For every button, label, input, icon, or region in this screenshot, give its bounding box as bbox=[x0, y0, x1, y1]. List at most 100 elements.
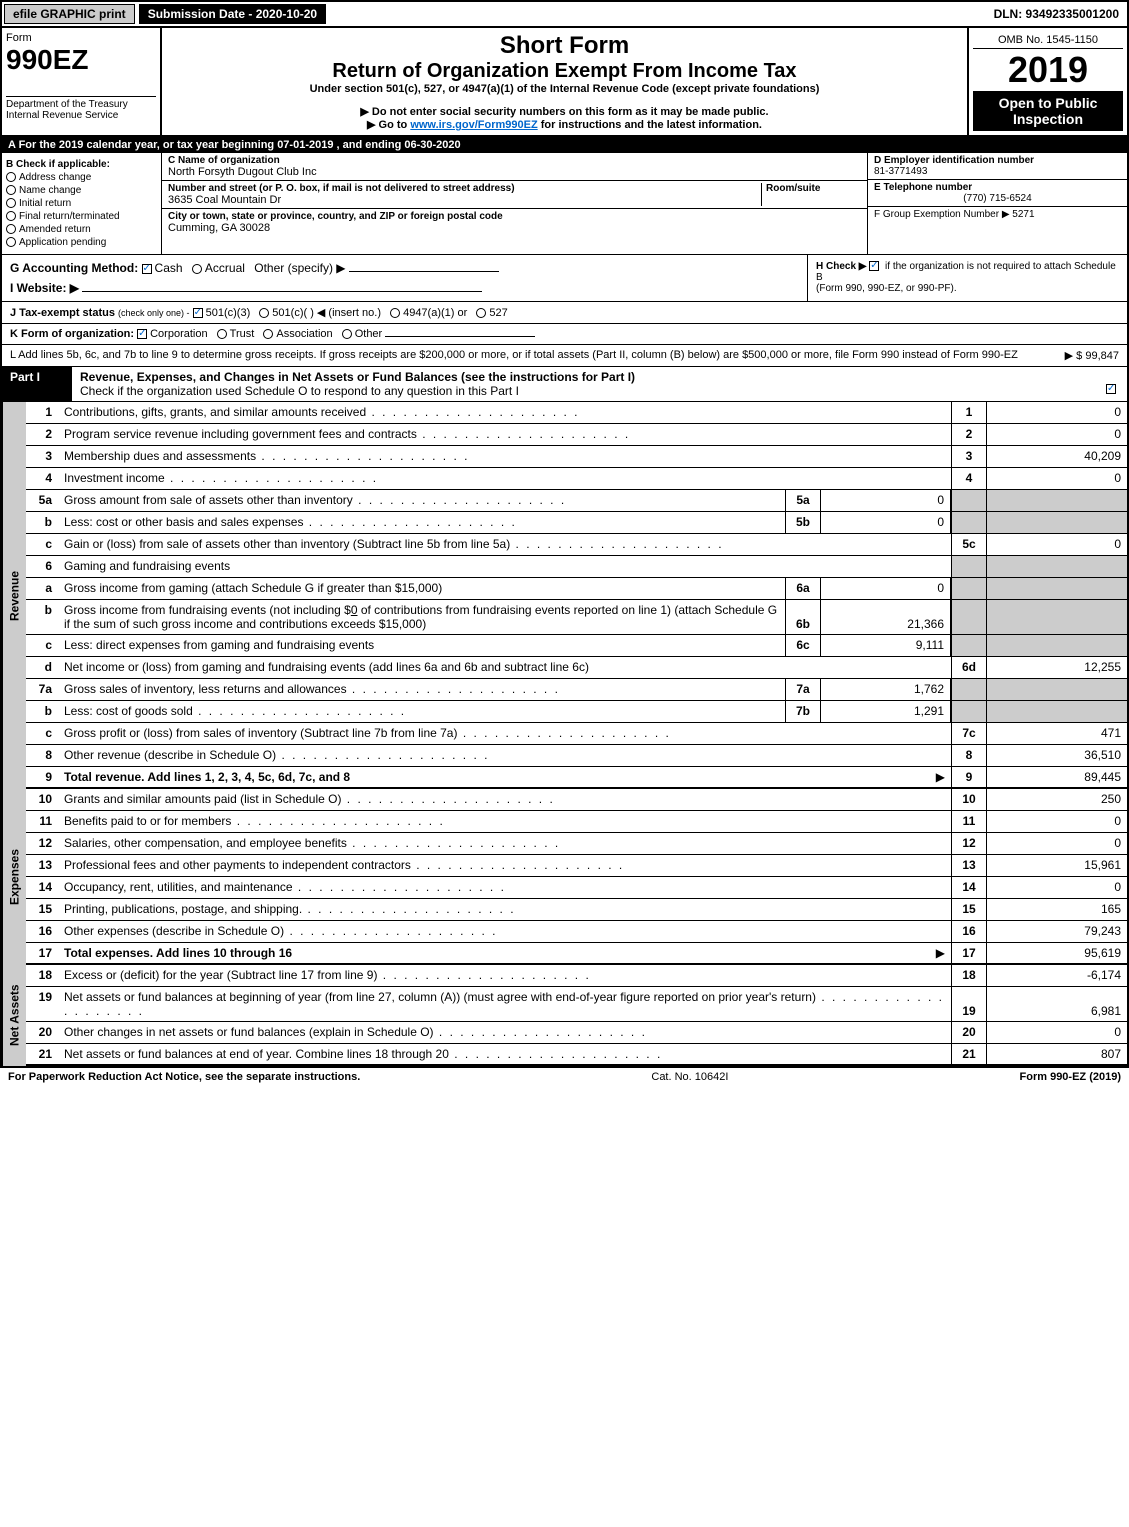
l4-desc: Investment income bbox=[58, 468, 951, 489]
submission-date-button[interactable]: Submission Date - 2020-10-20 bbox=[139, 4, 326, 24]
l6d-desc: Net income or (loss) from gaming and fun… bbox=[58, 657, 951, 678]
netassets-section: Net Assets 18Excess or (deficit) for the… bbox=[2, 965, 1127, 1066]
j-527-checkbox[interactable] bbox=[476, 308, 486, 318]
j-501c3-checkbox[interactable] bbox=[193, 308, 203, 318]
l12-desc: Salaries, other compensation, and employ… bbox=[58, 833, 951, 854]
c-label: C Name of organization bbox=[168, 155, 861, 166]
addr-change-checkbox[interactable] bbox=[6, 172, 16, 182]
cash-checkbox[interactable] bbox=[142, 264, 152, 274]
website-input[interactable] bbox=[82, 291, 482, 292]
k-other-checkbox[interactable] bbox=[342, 329, 352, 339]
k-corp-checkbox[interactable] bbox=[137, 329, 147, 339]
f-label: F Group Exemption Number ▶ 5271 bbox=[874, 209, 1121, 220]
l10-desc: Grants and similar amounts paid (list in… bbox=[58, 789, 951, 810]
header-left: Form 990EZ Department of the Treasury In… bbox=[2, 28, 162, 135]
accrual-checkbox[interactable] bbox=[192, 264, 202, 274]
l9-desc: Total revenue. Add lines 1, 2, 3, 4, 5c,… bbox=[58, 767, 951, 787]
l5a-num: 5a bbox=[26, 490, 58, 511]
l6b-subval: 21,366 bbox=[821, 600, 951, 634]
l5a-desc: Gross amount from sale of assets other t… bbox=[58, 490, 785, 511]
street-cell: Number and street (or P. O. box, if mail… bbox=[162, 181, 867, 209]
omb-number: OMB No. 1545-1150 bbox=[973, 32, 1123, 49]
k-other: Other bbox=[355, 328, 383, 340]
l6c-rval bbox=[987, 635, 1127, 656]
k-trust-checkbox[interactable] bbox=[217, 329, 227, 339]
l5b-num: b bbox=[26, 512, 58, 533]
l6b-rval bbox=[987, 600, 1127, 634]
footer-right: Form 990-EZ (2019) bbox=[1020, 1071, 1121, 1083]
l6b-amt: 0 bbox=[351, 603, 358, 617]
h-checkbox[interactable] bbox=[869, 261, 879, 271]
l16-val: 79,243 bbox=[987, 921, 1127, 942]
l5b-rnum bbox=[951, 512, 987, 533]
j-501c-checkbox[interactable] bbox=[259, 308, 269, 318]
other-method-input[interactable] bbox=[349, 271, 499, 272]
l21-val: 807 bbox=[987, 1044, 1127, 1064]
l5b-rval bbox=[987, 512, 1127, 533]
short-form-title: Short Form bbox=[166, 32, 963, 60]
l9-rnum: 9 bbox=[951, 767, 987, 787]
i-label: I Website: ▶ bbox=[10, 281, 79, 295]
j-row: J Tax-exempt status (check only one) - 5… bbox=[2, 302, 1127, 324]
l15-desc: Printing, publications, postage, and shi… bbox=[58, 899, 951, 920]
part1-schedule-o-checkbox[interactable] bbox=[1106, 384, 1116, 394]
l5a-sub: 5a bbox=[785, 490, 821, 511]
l5c-num: c bbox=[26, 534, 58, 555]
dept-label: Department of the Treasury bbox=[6, 96, 156, 110]
name-change-checkbox[interactable] bbox=[6, 185, 16, 195]
accrual-label: Accrual bbox=[205, 261, 245, 275]
l7a-rval bbox=[987, 679, 1127, 700]
l6a-subval: 0 bbox=[821, 578, 951, 599]
l6b-desc: Gross income from fundraising events (no… bbox=[58, 600, 785, 634]
l7c-val: 471 bbox=[987, 723, 1127, 744]
j-label: J Tax-exempt status bbox=[10, 307, 115, 319]
l7b-subval: 1,291 bbox=[821, 701, 951, 722]
l1-desc: Contributions, gifts, grants, and simila… bbox=[58, 402, 951, 423]
app-pending-checkbox[interactable] bbox=[6, 237, 16, 247]
ssn-warning: ▶ Do not enter social security numbers o… bbox=[166, 105, 963, 118]
l14-val: 0 bbox=[987, 877, 1127, 898]
g-section: G Accounting Method: Cash Accrual Other … bbox=[2, 255, 807, 301]
city-value: Cumming, GA 30028 bbox=[168, 222, 861, 234]
l1-val: 0 bbox=[987, 402, 1127, 423]
l6c-sub: 6c bbox=[785, 635, 821, 656]
l7b-sub: 7b bbox=[785, 701, 821, 722]
l16-num: 16 bbox=[26, 921, 58, 942]
l6d-num: d bbox=[26, 657, 58, 678]
j-4947-checkbox[interactable] bbox=[390, 308, 400, 318]
form-number: 990EZ bbox=[6, 44, 156, 76]
j-opt4: 527 bbox=[489, 307, 507, 319]
l3-desc: Membership dues and assessments bbox=[58, 446, 951, 467]
irs-link[interactable]: www.irs.gov/Form990EZ bbox=[410, 119, 537, 131]
l13-rnum: 13 bbox=[951, 855, 987, 876]
l6b-num: b bbox=[26, 600, 58, 634]
amended-return-checkbox[interactable] bbox=[6, 224, 16, 234]
l17-val: 95,619 bbox=[987, 943, 1127, 963]
k-other-input[interactable] bbox=[385, 336, 535, 337]
l19-rnum: 19 bbox=[951, 987, 987, 1021]
l7c-num: c bbox=[26, 723, 58, 744]
goto-prefix: ▶ Go to bbox=[367, 119, 410, 131]
l12-val: 0 bbox=[987, 833, 1127, 854]
initial-return-checkbox[interactable] bbox=[6, 198, 16, 208]
l14-rnum: 14 bbox=[951, 877, 987, 898]
check-applicable-column: B Check if applicable: Address change Na… bbox=[2, 153, 162, 254]
l2-rnum: 2 bbox=[951, 424, 987, 445]
efile-print-button[interactable]: efile GRAPHIC print bbox=[4, 4, 135, 24]
k-assoc-checkbox[interactable] bbox=[263, 329, 273, 339]
org-name: North Forsyth Dugout Club Inc bbox=[168, 166, 861, 178]
l6b-rnum bbox=[951, 600, 987, 634]
l20-val: 0 bbox=[987, 1022, 1127, 1043]
l4-num: 4 bbox=[26, 468, 58, 489]
l6c-desc: Less: direct expenses from gaming and fu… bbox=[58, 635, 785, 656]
l7a-sub: 7a bbox=[785, 679, 821, 700]
l20-rnum: 20 bbox=[951, 1022, 987, 1043]
l18-desc: Excess or (deficit) for the year (Subtra… bbox=[58, 965, 951, 986]
l2-num: 2 bbox=[26, 424, 58, 445]
j-opt2: 501(c)( ) ◀ (insert no.) bbox=[272, 307, 381, 319]
l6-rval bbox=[987, 556, 1127, 577]
l11-rnum: 11 bbox=[951, 811, 987, 832]
l6d-val: 12,255 bbox=[987, 657, 1127, 678]
final-return-checkbox[interactable] bbox=[6, 211, 16, 221]
l11-desc: Benefits paid to or for members bbox=[58, 811, 951, 832]
